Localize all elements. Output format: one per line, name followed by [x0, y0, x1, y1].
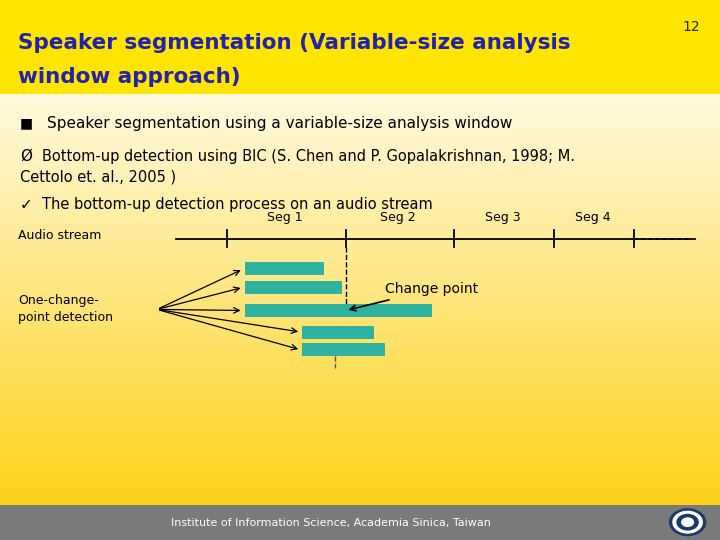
- Bar: [0, 443, 720, 450]
- Bar: [0, 327, 720, 334]
- Bar: [0, 204, 720, 211]
- Bar: [0, 122, 720, 129]
- Circle shape: [672, 511, 703, 534]
- Text: One-change-
point detection: One-change- point detection: [18, 294, 113, 325]
- Bar: [0, 361, 720, 368]
- Bar: [0, 210, 720, 218]
- Bar: [245, 262, 324, 275]
- Text: Bottom-up detection using BIC (S. Chen and P. Gopalakrishnan, 1998; M.: Bottom-up detection using BIC (S. Chen a…: [42, 149, 575, 164]
- Text: Seg 3: Seg 3: [485, 211, 521, 224]
- Bar: [0, 477, 720, 484]
- Bar: [302, 326, 374, 339]
- Bar: [0, 197, 720, 204]
- Bar: [0, 251, 720, 259]
- Bar: [0, 279, 720, 286]
- Text: window approach): window approach): [18, 66, 240, 87]
- Text: Seg 4: Seg 4: [575, 211, 611, 224]
- Text: Ø: Ø: [20, 149, 32, 164]
- Bar: [0, 135, 720, 143]
- Bar: [0, 245, 720, 252]
- Bar: [0, 224, 720, 231]
- Bar: [0, 128, 720, 136]
- Bar: [0, 484, 720, 491]
- Bar: [0, 169, 720, 177]
- Bar: [0, 395, 720, 402]
- Bar: [0, 340, 720, 348]
- Bar: [0, 94, 720, 102]
- Bar: [0, 114, 720, 122]
- Bar: [0, 347, 720, 354]
- Text: Institute of Information Science, Academia Sinica, Taiwan: Institute of Information Science, Academ…: [171, 518, 491, 528]
- Circle shape: [676, 514, 699, 531]
- Bar: [0, 183, 720, 190]
- Bar: [0, 313, 720, 320]
- Text: ✓: ✓: [20, 197, 33, 212]
- Bar: [0, 491, 720, 498]
- Bar: [0, 258, 720, 266]
- Bar: [0, 0, 720, 94]
- Text: ■: ■: [20, 116, 33, 130]
- Bar: [0, 163, 720, 170]
- Bar: [0, 354, 720, 361]
- Bar: [0, 333, 720, 341]
- Bar: [0, 374, 720, 382]
- Text: Cettolo et. al., 2005 ): Cettolo et. al., 2005 ): [20, 170, 176, 185]
- Bar: [0, 381, 720, 389]
- Bar: [0, 388, 720, 395]
- Bar: [0, 286, 720, 293]
- Bar: [0, 217, 720, 225]
- Bar: [0, 497, 720, 505]
- Bar: [0, 415, 720, 423]
- Text: Speaker segmentation (Variable-size analysis: Speaker segmentation (Variable-size anal…: [18, 33, 571, 53]
- Text: Audio stream: Audio stream: [18, 229, 102, 242]
- Bar: [0, 156, 720, 163]
- Bar: [0, 306, 720, 313]
- Bar: [0, 409, 720, 416]
- Text: Change point: Change point: [350, 282, 478, 311]
- Bar: [0, 402, 720, 409]
- Bar: [302, 343, 385, 356]
- Bar: [0, 142, 720, 149]
- Text: The bottom-up detection process on an audio stream: The bottom-up detection process on an au…: [42, 197, 433, 212]
- Bar: [0, 463, 720, 471]
- Bar: [0, 148, 720, 156]
- Bar: [0, 470, 720, 477]
- Bar: [0, 292, 720, 300]
- Bar: [0, 368, 720, 375]
- Circle shape: [681, 517, 694, 527]
- Bar: [0, 107, 720, 115]
- Bar: [0, 456, 720, 464]
- Bar: [0, 176, 720, 184]
- Bar: [0, 450, 720, 457]
- Bar: [0, 231, 720, 238]
- Bar: [0, 436, 720, 443]
- Bar: [0, 265, 720, 272]
- Bar: [245, 281, 342, 294]
- Bar: [0, 101, 720, 108]
- Text: Seg 2: Seg 2: [380, 211, 416, 224]
- Bar: [0, 505, 720, 540]
- Bar: [0, 272, 720, 279]
- Bar: [0, 422, 720, 430]
- Text: Speaker segmentation using a variable-size analysis window: Speaker segmentation using a variable-si…: [47, 116, 512, 131]
- Circle shape: [669, 508, 706, 536]
- Bar: [245, 304, 432, 317]
- Text: Seg 1: Seg 1: [266, 211, 302, 224]
- Bar: [0, 299, 720, 307]
- Bar: [0, 320, 720, 327]
- Bar: [0, 190, 720, 197]
- Bar: [0, 429, 720, 436]
- Bar: [0, 238, 720, 245]
- Text: 12: 12: [683, 20, 700, 34]
